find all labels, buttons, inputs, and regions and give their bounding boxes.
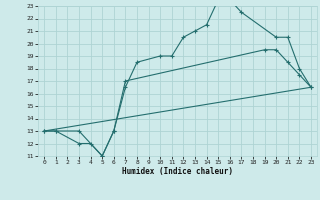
X-axis label: Humidex (Indice chaleur): Humidex (Indice chaleur): [122, 167, 233, 176]
